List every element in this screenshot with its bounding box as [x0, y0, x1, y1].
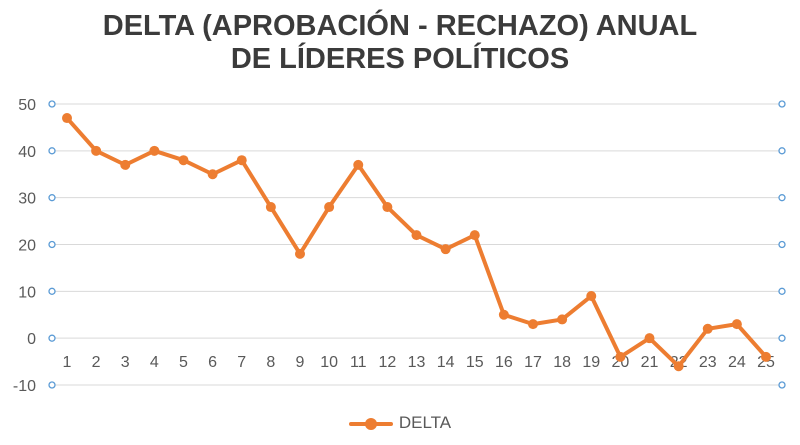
- data-point: [440, 244, 451, 255]
- x-tick-label: 19: [582, 354, 600, 371]
- data-point: [120, 159, 131, 170]
- data-point: [411, 230, 422, 241]
- x-tick-label: 21: [641, 354, 659, 371]
- data-point: [91, 145, 102, 156]
- y-axis-marker: [48, 287, 56, 295]
- data-point: [498, 309, 509, 320]
- y-axis-ticks: 50 40 30 20 10 0 -10: [13, 97, 36, 395]
- x-tick-label: 24: [728, 354, 746, 371]
- y-axis-marker: [48, 381, 56, 389]
- data-point: [207, 169, 218, 180]
- y2-axis-marker: [778, 287, 786, 295]
- data-point: [382, 202, 393, 213]
- series-delta: [62, 113, 771, 372]
- x-tick-label: 11: [350, 354, 367, 371]
- data-point: [265, 202, 276, 213]
- legend-swatch-delta: [348, 413, 393, 433]
- x-tick-label: 8: [266, 354, 275, 371]
- chart-title-line-2: DE LÍDERES POLÍTICOS: [230, 43, 570, 75]
- data-point: [702, 323, 713, 334]
- secondary-y-axis: [48, 100, 786, 389]
- y2-axis-marker: [778, 100, 786, 108]
- gridlines: [52, 103, 782, 386]
- data-point: [324, 202, 335, 213]
- data-point: [149, 145, 160, 156]
- data-point: [586, 291, 597, 302]
- x-tick-label: 18: [553, 354, 571, 371]
- y-tick-label: 40: [18, 144, 36, 161]
- chart-title-line-1: DELTA (APROBACIÓN - RECHAZO) ANUAL: [102, 10, 698, 42]
- x-tick-label: 15: [466, 354, 484, 371]
- data-point: [761, 351, 771, 362]
- y-tick-label: 0: [27, 331, 36, 348]
- y-tick-label: 30: [18, 191, 36, 208]
- y-axis-marker: [48, 334, 56, 342]
- x-tick-label: 10: [320, 354, 338, 371]
- data-point: [731, 319, 742, 330]
- y-axis-marker: [48, 194, 56, 202]
- y-axis-marker: [48, 100, 56, 108]
- x-tick-label: 1: [63, 354, 72, 371]
- data-point: [557, 314, 568, 325]
- data-point: [353, 159, 364, 170]
- data-point: [236, 155, 247, 166]
- x-tick-label: 23: [699, 354, 717, 371]
- y-axis-marker: [48, 240, 56, 249]
- data-point: [673, 361, 684, 372]
- data-point: [178, 155, 189, 166]
- data-point: [62, 113, 72, 124]
- y2-axis-marker: [778, 194, 786, 202]
- x-tick-label: 14: [437, 354, 455, 371]
- x-tick-label: 7: [237, 354, 246, 371]
- x-tick-label: 17: [524, 354, 542, 371]
- x-tick-label: 3: [121, 354, 130, 371]
- y2-axis-marker: [778, 240, 786, 249]
- x-tick-label: 16: [495, 354, 513, 371]
- y-tick-label: 10: [18, 284, 36, 301]
- x-tick-label: 12: [378, 354, 396, 371]
- y-tick-label: -10: [13, 378, 36, 395]
- x-tick-label: 6: [208, 354, 217, 371]
- legend: DELTA: [0, 413, 800, 433]
- x-tick-label: 13: [408, 354, 426, 371]
- legend-label-delta: DELTA: [398, 413, 452, 432]
- x-tick-label: 2: [92, 354, 101, 371]
- y-tick-label: 50: [18, 97, 36, 114]
- y-axis-marker: [48, 147, 56, 155]
- x-tick-label: 4: [150, 354, 159, 371]
- data-point: [528, 319, 538, 330]
- series-line: [65, 116, 768, 369]
- y2-axis-marker: [778, 381, 786, 389]
- data-point: [644, 333, 655, 344]
- y2-axis-marker: [778, 334, 786, 342]
- x-tick-label: 5: [179, 354, 188, 371]
- data-point: [615, 351, 626, 362]
- data-point: [469, 230, 480, 241]
- x-tick-label: 9: [296, 354, 305, 371]
- y-tick-label: 20: [18, 238, 36, 255]
- y2-axis-marker: [778, 147, 786, 155]
- data-point: [295, 248, 305, 259]
- chart-title: DELTA (APROBACIÓN - RECHAZO) ANUAL DE LÍ…: [0, 10, 800, 76]
